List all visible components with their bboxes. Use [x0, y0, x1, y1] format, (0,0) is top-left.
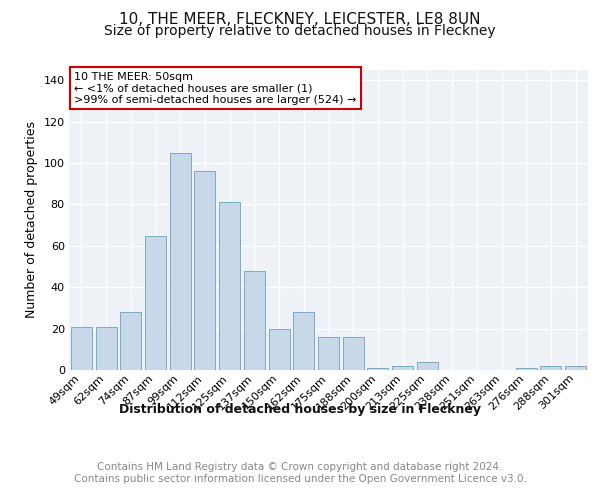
- Text: Distribution of detached houses by size in Fleckney: Distribution of detached houses by size …: [119, 402, 481, 415]
- Bar: [95, 326, 116, 370]
- Bar: [145, 236, 166, 370]
- Text: 10 THE MEER: 50sqm
← <1% of detached houses are smaller (1)
>99% of semi-detache: 10 THE MEER: 50sqm ← <1% of detached hou…: [74, 72, 356, 104]
- Bar: [120, 312, 141, 370]
- Text: 10, THE MEER, FLECKNEY, LEICESTER, LE8 8UN: 10, THE MEER, FLECKNEY, LEICESTER, LE8 8…: [119, 12, 481, 28]
- Bar: [367, 368, 388, 370]
- Bar: [565, 366, 586, 370]
- Bar: [541, 366, 562, 370]
- Bar: [293, 312, 314, 370]
- Bar: [194, 172, 215, 370]
- Bar: [318, 337, 339, 370]
- Text: Size of property relative to detached houses in Fleckney: Size of property relative to detached ho…: [104, 24, 496, 38]
- Bar: [343, 337, 364, 370]
- Bar: [516, 368, 537, 370]
- Bar: [219, 202, 240, 370]
- Bar: [269, 328, 290, 370]
- Bar: [170, 153, 191, 370]
- Bar: [244, 270, 265, 370]
- Bar: [392, 366, 413, 370]
- Y-axis label: Number of detached properties: Number of detached properties: [25, 122, 38, 318]
- Text: Contains HM Land Registry data © Crown copyright and database right 2024.
Contai: Contains HM Land Registry data © Crown c…: [74, 462, 526, 484]
- Bar: [417, 362, 438, 370]
- Bar: [71, 326, 92, 370]
